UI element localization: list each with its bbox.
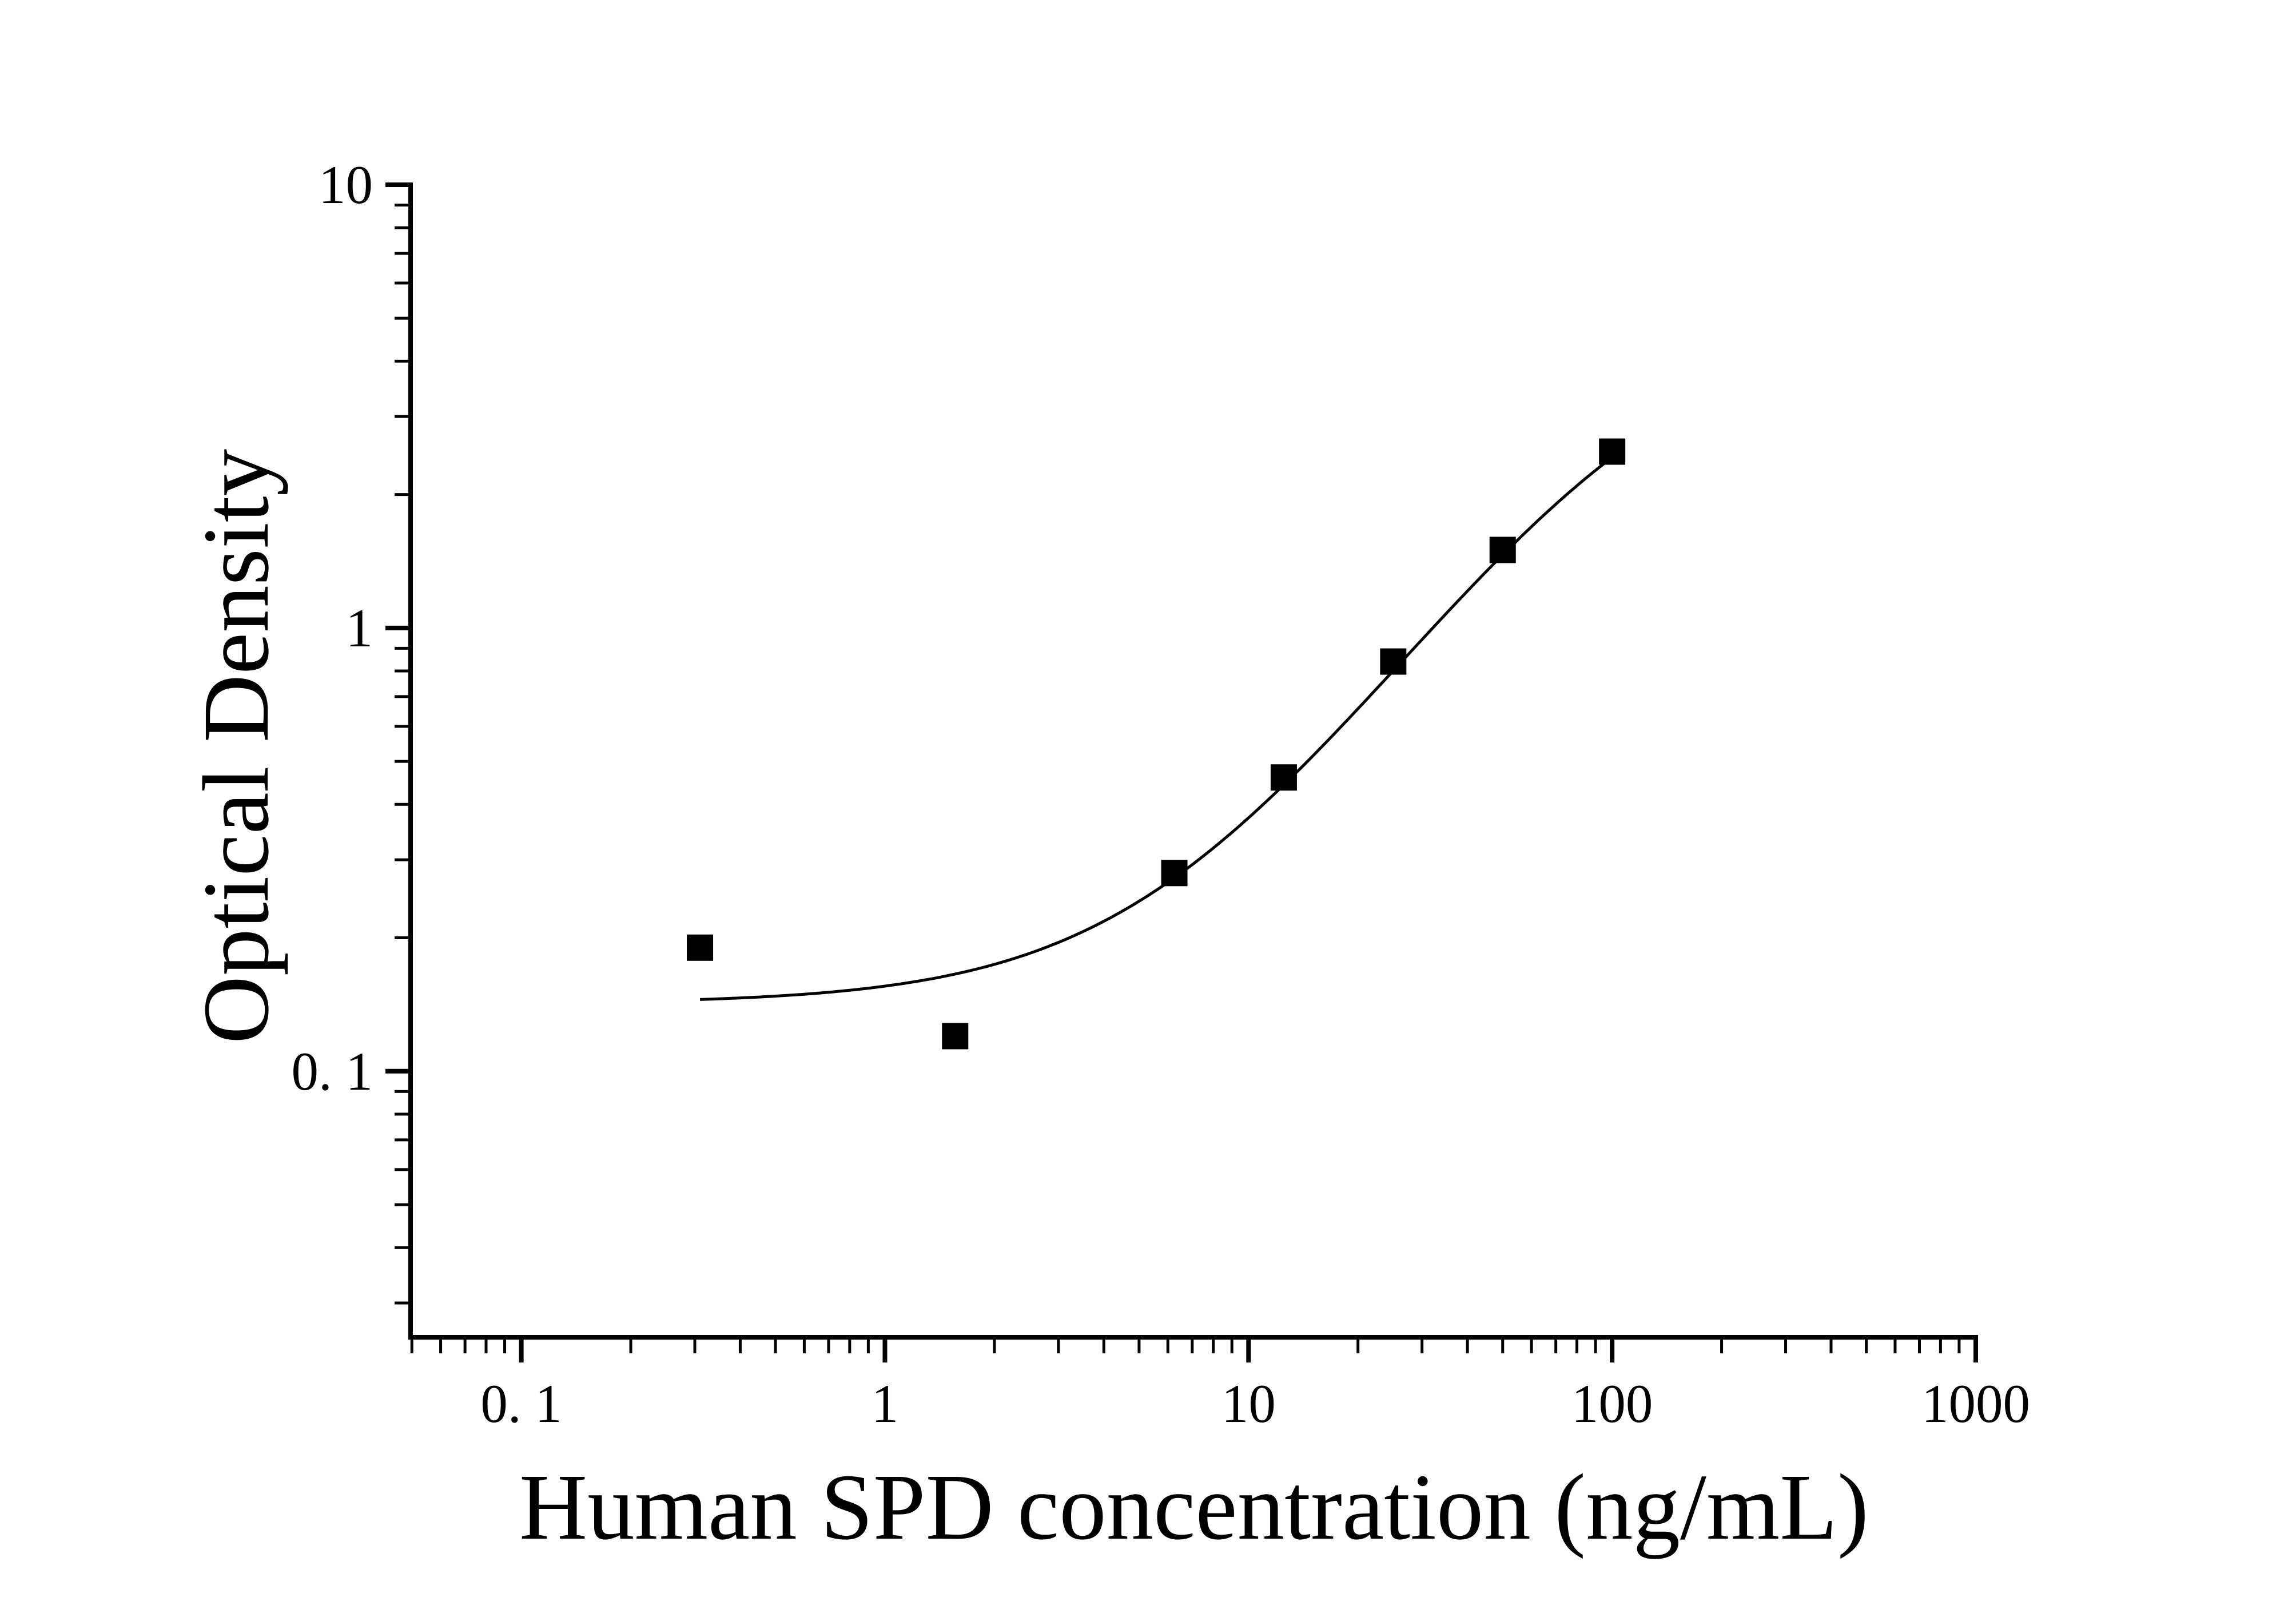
x-tick-label: 10 xyxy=(1221,1373,1276,1434)
y-axis-title: Optical Density xyxy=(184,449,288,1044)
x-tick-label: 1000 xyxy=(1921,1373,2030,1434)
data-point-square xyxy=(687,934,714,961)
data-point-square xyxy=(1161,860,1188,887)
x-tick-label: 100 xyxy=(1571,1373,1653,1434)
x-axis-title: Human SPD concentration (ng/mL) xyxy=(519,1455,1869,1559)
data-point-square xyxy=(942,1023,969,1050)
y-tick-label: 10 xyxy=(319,154,373,215)
plot-layer: 0. 1 1 10 100 1000 10 1 0. 1 xyxy=(292,154,2031,1434)
data-point-square xyxy=(1489,537,1516,563)
data-point-square xyxy=(1599,438,1626,465)
x-tick-label: 0. 1 xyxy=(480,1373,562,1434)
y-tick-label: 0. 1 xyxy=(292,1041,373,1102)
data-point-square xyxy=(1380,648,1407,675)
data-point-square xyxy=(1270,764,1297,791)
y-tick-label: 1 xyxy=(346,598,373,658)
fit-curve xyxy=(700,456,1613,1001)
x-tick-label: 1 xyxy=(872,1373,899,1434)
